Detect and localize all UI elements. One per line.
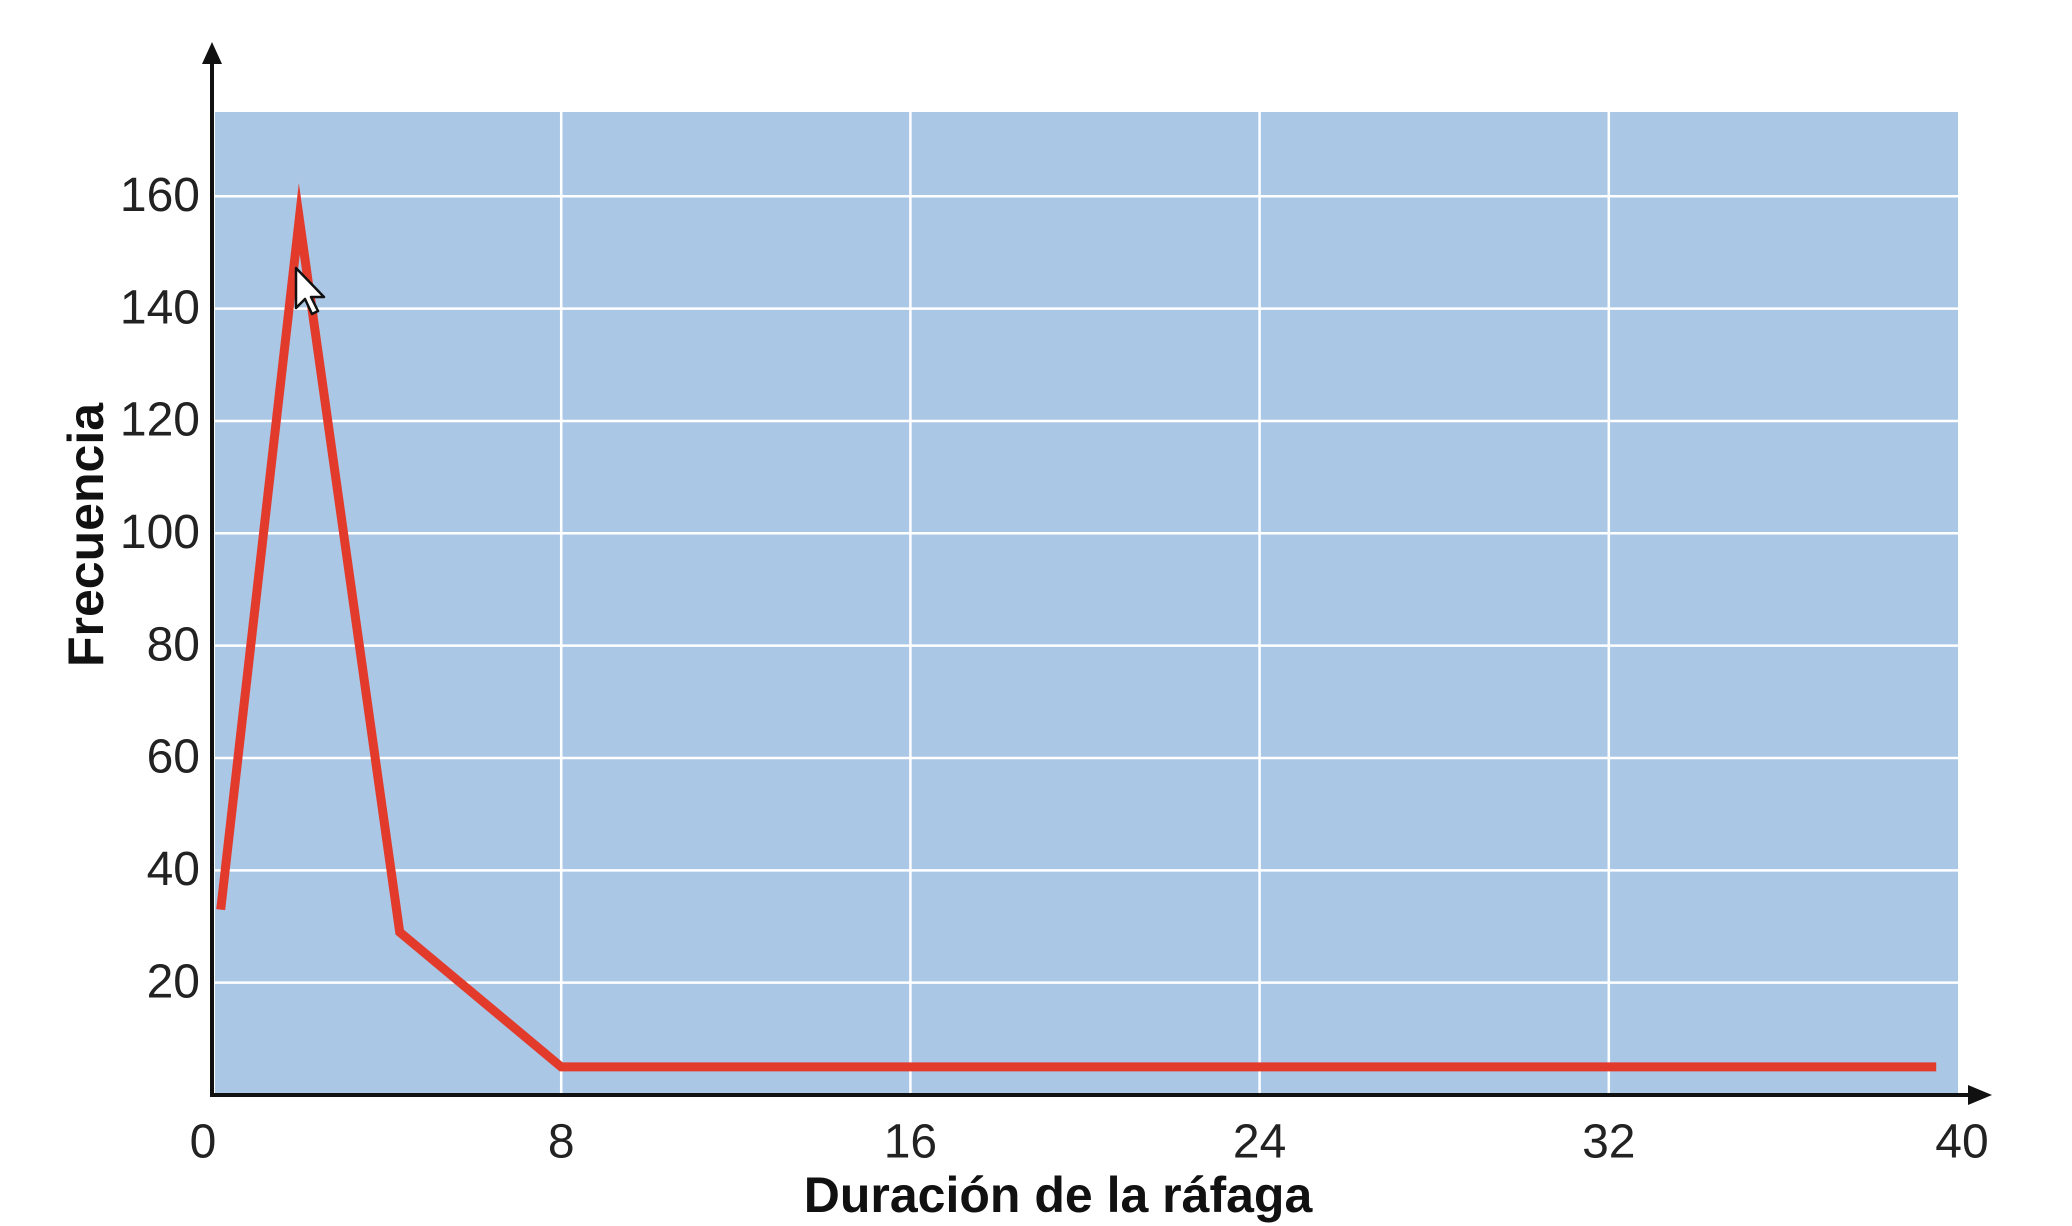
y-tick-label: 140 [120, 281, 200, 334]
x-tick-label: 32 [1582, 1116, 1635, 1169]
grid [215, 112, 1958, 1095]
y-axis-title: Frecuencia [58, 402, 114, 667]
y-tick-label: 120 [120, 394, 200, 447]
y-tick-label: 100 [120, 506, 200, 559]
y-tick-label: 80 [147, 618, 200, 671]
x-axis-title: Duración de la ráfaga [804, 1167, 1314, 1223]
axes [202, 42, 1992, 1105]
series [216, 183, 1937, 1072]
x-tick-label: 16 [884, 1116, 937, 1169]
x-tick-label: 0 [190, 1116, 217, 1169]
mouse-cursor-icon [294, 266, 326, 316]
plot-area [215, 112, 1958, 1095]
x-tick-labels: 0 8 16 24 32 40 [190, 1116, 1989, 1169]
y-tick-label: 20 [147, 955, 200, 1008]
y-tick-label: 160 [120, 169, 200, 222]
x-tick-label: 8 [548, 1116, 575, 1169]
x-tick-label: 24 [1233, 1116, 1286, 1169]
x-tick-label: 40 [1935, 1116, 1988, 1169]
y-tick-label: 40 [147, 843, 200, 896]
x-axis-arrow [1968, 1085, 1992, 1105]
mouse-pointer-icon [294, 266, 326, 316]
y-tick-labels: 20 40 60 80 100 120 140 160 [120, 169, 200, 1008]
y-axis-arrow [202, 42, 222, 64]
y-tick-label: 60 [147, 731, 200, 784]
